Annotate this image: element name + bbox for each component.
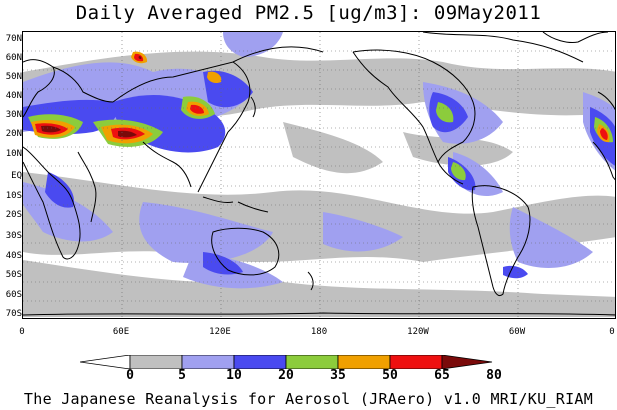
colorbar-bin-1 xyxy=(129,355,183,369)
lon-label-0-right: 0 xyxy=(609,327,615,337)
colorbar-bin-2 xyxy=(181,355,235,369)
lat-label-eq: EQ xyxy=(11,171,22,181)
lon-label-120e: 120E xyxy=(209,327,231,337)
lat-label-20n: 20N xyxy=(5,129,22,139)
lon-label-60e: 60E xyxy=(112,327,130,337)
lon-label-0-left: 0 xyxy=(19,327,25,337)
lat-label-10s: 10S xyxy=(5,191,22,201)
colorbar-bin-0 xyxy=(80,355,131,369)
data-source-credit: The Japanese Reanalysis for Aerosol (JRA… xyxy=(23,390,594,408)
lat-label-60s: 60S xyxy=(5,290,22,300)
colorbar-bin-6 xyxy=(389,355,443,369)
darkred-concentration-areas xyxy=(41,56,142,138)
lat-label-20s: 20S xyxy=(5,210,22,220)
colorbar-label-80: 80 xyxy=(486,368,502,383)
coastlines xyxy=(23,32,615,316)
colorbar-label-50: 50 xyxy=(382,368,398,383)
colorbar-label-0: 0 xyxy=(126,368,134,383)
colorbar-label-5: 5 xyxy=(178,368,186,383)
lon-label-60w: 60W xyxy=(508,327,526,337)
lat-label-70s: 70S xyxy=(5,309,22,319)
lat-label-40s: 40S xyxy=(5,251,22,261)
lat-label-40n: 40N xyxy=(5,91,22,101)
lat-label-30n: 30N xyxy=(5,110,22,120)
colorbar-label-20: 20 xyxy=(278,368,294,383)
pm25-map xyxy=(22,31,616,319)
lat-label-50s: 50S xyxy=(5,270,22,280)
colorbar-bin-4 xyxy=(285,355,339,369)
colorbar-bin-7 xyxy=(441,355,493,369)
lat-label-50n: 50N xyxy=(5,72,22,82)
map-title: Daily Averaged PM2.5 [ug/m3]: 09May2011 xyxy=(75,2,542,24)
colorbar-label-35: 35 xyxy=(330,368,346,383)
colorbar-bin-3 xyxy=(233,355,287,369)
lon-label-180: 180 xyxy=(310,327,328,337)
lon-label-120w: 120W xyxy=(407,327,429,337)
map-canvas xyxy=(23,32,615,318)
colorbar-label-10: 10 xyxy=(226,368,242,383)
colorbar-label-65: 65 xyxy=(434,368,450,383)
colorbar-bin-5 xyxy=(337,355,391,369)
lat-label-30s: 30S xyxy=(5,231,22,241)
colorbar xyxy=(80,355,493,369)
lat-label-60n: 60N xyxy=(5,53,22,63)
lat-label-70n: 70N xyxy=(5,34,22,44)
lat-label-10n: 10N xyxy=(5,149,22,159)
